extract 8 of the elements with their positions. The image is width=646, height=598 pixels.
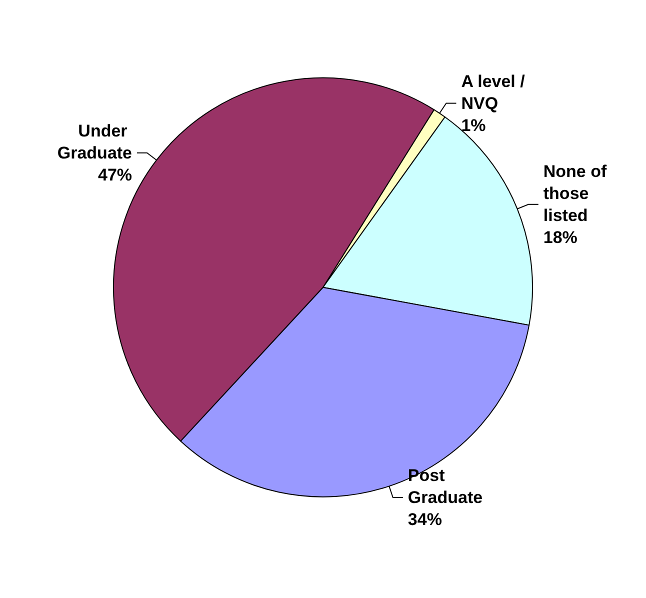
data-label: 18% — [543, 228, 578, 247]
slice-label: Post Graduate — [408, 466, 483, 508]
data-label: 34% — [408, 510, 442, 530]
slice-label: None of those listed — [543, 162, 612, 225]
data-label: 1% — [461, 116, 486, 135]
slice-label: A level / NVQ — [461, 72, 530, 113]
slice-label: Under Graduate — [57, 121, 132, 162]
data-label: 47% — [98, 165, 132, 184]
